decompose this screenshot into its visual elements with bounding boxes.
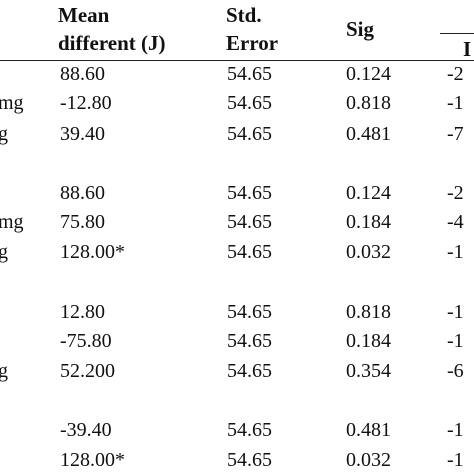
sig-cell: 0.032 <box>346 241 391 263</box>
sig-cell: 0.124 <box>346 182 391 204</box>
ci-lower-cell: -1 <box>447 92 464 114</box>
sig-cell: 0.818 <box>346 301 391 323</box>
std-error-cell: 54.65 <box>227 92 272 114</box>
mean-diff-cell: -75.80 <box>60 330 112 352</box>
ci-lower-cell: -7 <box>447 123 464 145</box>
mean-diff-cell: 12.80 <box>60 301 105 323</box>
mean-diff-cell: 128.00* <box>60 449 125 471</box>
header-std-line2: Error <box>226 31 279 55</box>
sig-cell: 0.818 <box>346 92 391 114</box>
mean-diff-cell: 88.60 <box>60 182 105 204</box>
sig-cell: 0.481 <box>346 419 391 441</box>
group-label-cell: g <box>0 360 8 382</box>
header-mean-line1: Mean <box>58 3 110 27</box>
sig-cell: 0.124 <box>346 63 391 85</box>
ci-lower-cell: -6 <box>447 360 464 382</box>
group-label-cell: g <box>0 123 8 145</box>
mean-diff-cell: 39.40 <box>60 123 105 145</box>
mean-diff-cell: 52.200 <box>60 360 115 382</box>
sig-cell: 0.032 <box>346 449 391 471</box>
header-bottom-rule <box>0 60 474 61</box>
mean-diff-cell: 128.00* <box>60 241 125 263</box>
ci-lower-cell: -1 <box>447 301 464 323</box>
ci-lower-cell: -1 <box>447 419 464 441</box>
ci-lower-cell: -1 <box>447 241 464 263</box>
std-error-cell: 54.65 <box>227 301 272 323</box>
mean-diff-cell: -12.80 <box>60 92 112 114</box>
sig-cell: 0.184 <box>346 211 391 233</box>
sig-cell: 0.354 <box>346 360 391 382</box>
std-error-cell: 54.65 <box>227 449 272 471</box>
header-std-line1: Std. <box>226 3 262 27</box>
header-ci-partial: I <box>463 37 472 61</box>
mean-diff-cell: 75.80 <box>60 211 105 233</box>
mean-diff-cell: 88.60 <box>60 63 105 85</box>
group-label-cell: g <box>0 241 8 263</box>
ci-header-rule <box>440 33 474 34</box>
sig-cell: 0.481 <box>346 123 391 145</box>
std-error-cell: 54.65 <box>227 241 272 263</box>
header-sig: Sig <box>346 17 375 41</box>
std-error-cell: 54.65 <box>227 63 272 85</box>
std-error-cell: 54.65 <box>227 123 272 145</box>
ci-lower-cell: -2 <box>447 182 464 204</box>
ci-lower-cell: -2 <box>447 63 464 85</box>
sig-cell: 0.184 <box>346 330 391 352</box>
group-label-cell: mg <box>0 211 24 233</box>
ci-lower-cell: -1 <box>447 330 464 352</box>
std-error-cell: 54.65 <box>227 182 272 204</box>
std-error-cell: 54.65 <box>227 330 272 352</box>
header-mean-line2: different (J) <box>58 31 166 55</box>
std-error-cell: 54.65 <box>227 419 272 441</box>
group-label-cell: mg <box>0 92 24 114</box>
ci-lower-cell: -4 <box>447 211 464 233</box>
mean-diff-cell: -39.40 <box>60 419 112 441</box>
std-error-cell: 54.65 <box>227 211 272 233</box>
ci-lower-cell: -1 <box>447 449 464 471</box>
std-error-cell: 54.65 <box>227 360 272 382</box>
